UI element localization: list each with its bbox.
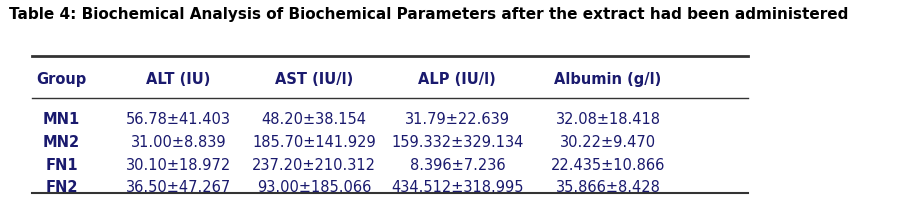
Text: 30.10±18.972: 30.10±18.972 xyxy=(125,158,231,173)
Text: 22.435±10.866: 22.435±10.866 xyxy=(550,158,665,173)
Text: 56.78±41.403: 56.78±41.403 xyxy=(126,112,231,127)
Text: 36.50±47.267: 36.50±47.267 xyxy=(125,180,231,195)
Text: 434.512±318.995: 434.512±318.995 xyxy=(391,180,523,195)
Text: Albumin (g/l): Albumin (g/l) xyxy=(554,72,661,87)
Text: Group: Group xyxy=(36,72,87,87)
Text: ALT (IU): ALT (IU) xyxy=(146,72,210,87)
Text: 159.332±329.134: 159.332±329.134 xyxy=(391,135,523,150)
Text: 237.20±210.312: 237.20±210.312 xyxy=(252,158,376,173)
Text: 31.00±8.839: 31.00±8.839 xyxy=(131,135,226,150)
Text: MN1: MN1 xyxy=(43,112,80,127)
Text: ALP (IU/l): ALP (IU/l) xyxy=(418,72,496,87)
Text: FN2: FN2 xyxy=(45,180,78,195)
Text: FN1: FN1 xyxy=(45,158,78,173)
Text: 35.866±8.428: 35.866±8.428 xyxy=(555,180,659,195)
Text: 93.00±185.066: 93.00±185.066 xyxy=(257,180,371,195)
Text: 31.79±22.639: 31.79±22.639 xyxy=(404,112,510,127)
Text: 48.20±38.154: 48.20±38.154 xyxy=(262,112,366,127)
Text: 32.08±18.418: 32.08±18.418 xyxy=(555,112,660,127)
Text: MN2: MN2 xyxy=(43,135,80,150)
Text: 8.396±7.236: 8.396±7.236 xyxy=(410,158,504,173)
Text: 185.70±141.929: 185.70±141.929 xyxy=(252,135,375,150)
Text: 30.22±9.470: 30.22±9.470 xyxy=(559,135,656,150)
Text: AST (IU/l): AST (IU/l) xyxy=(275,72,353,87)
Text: Table 4: Biochemical Analysis of Biochemical Parameters after the extract had be: Table 4: Biochemical Analysis of Biochem… xyxy=(9,7,847,22)
